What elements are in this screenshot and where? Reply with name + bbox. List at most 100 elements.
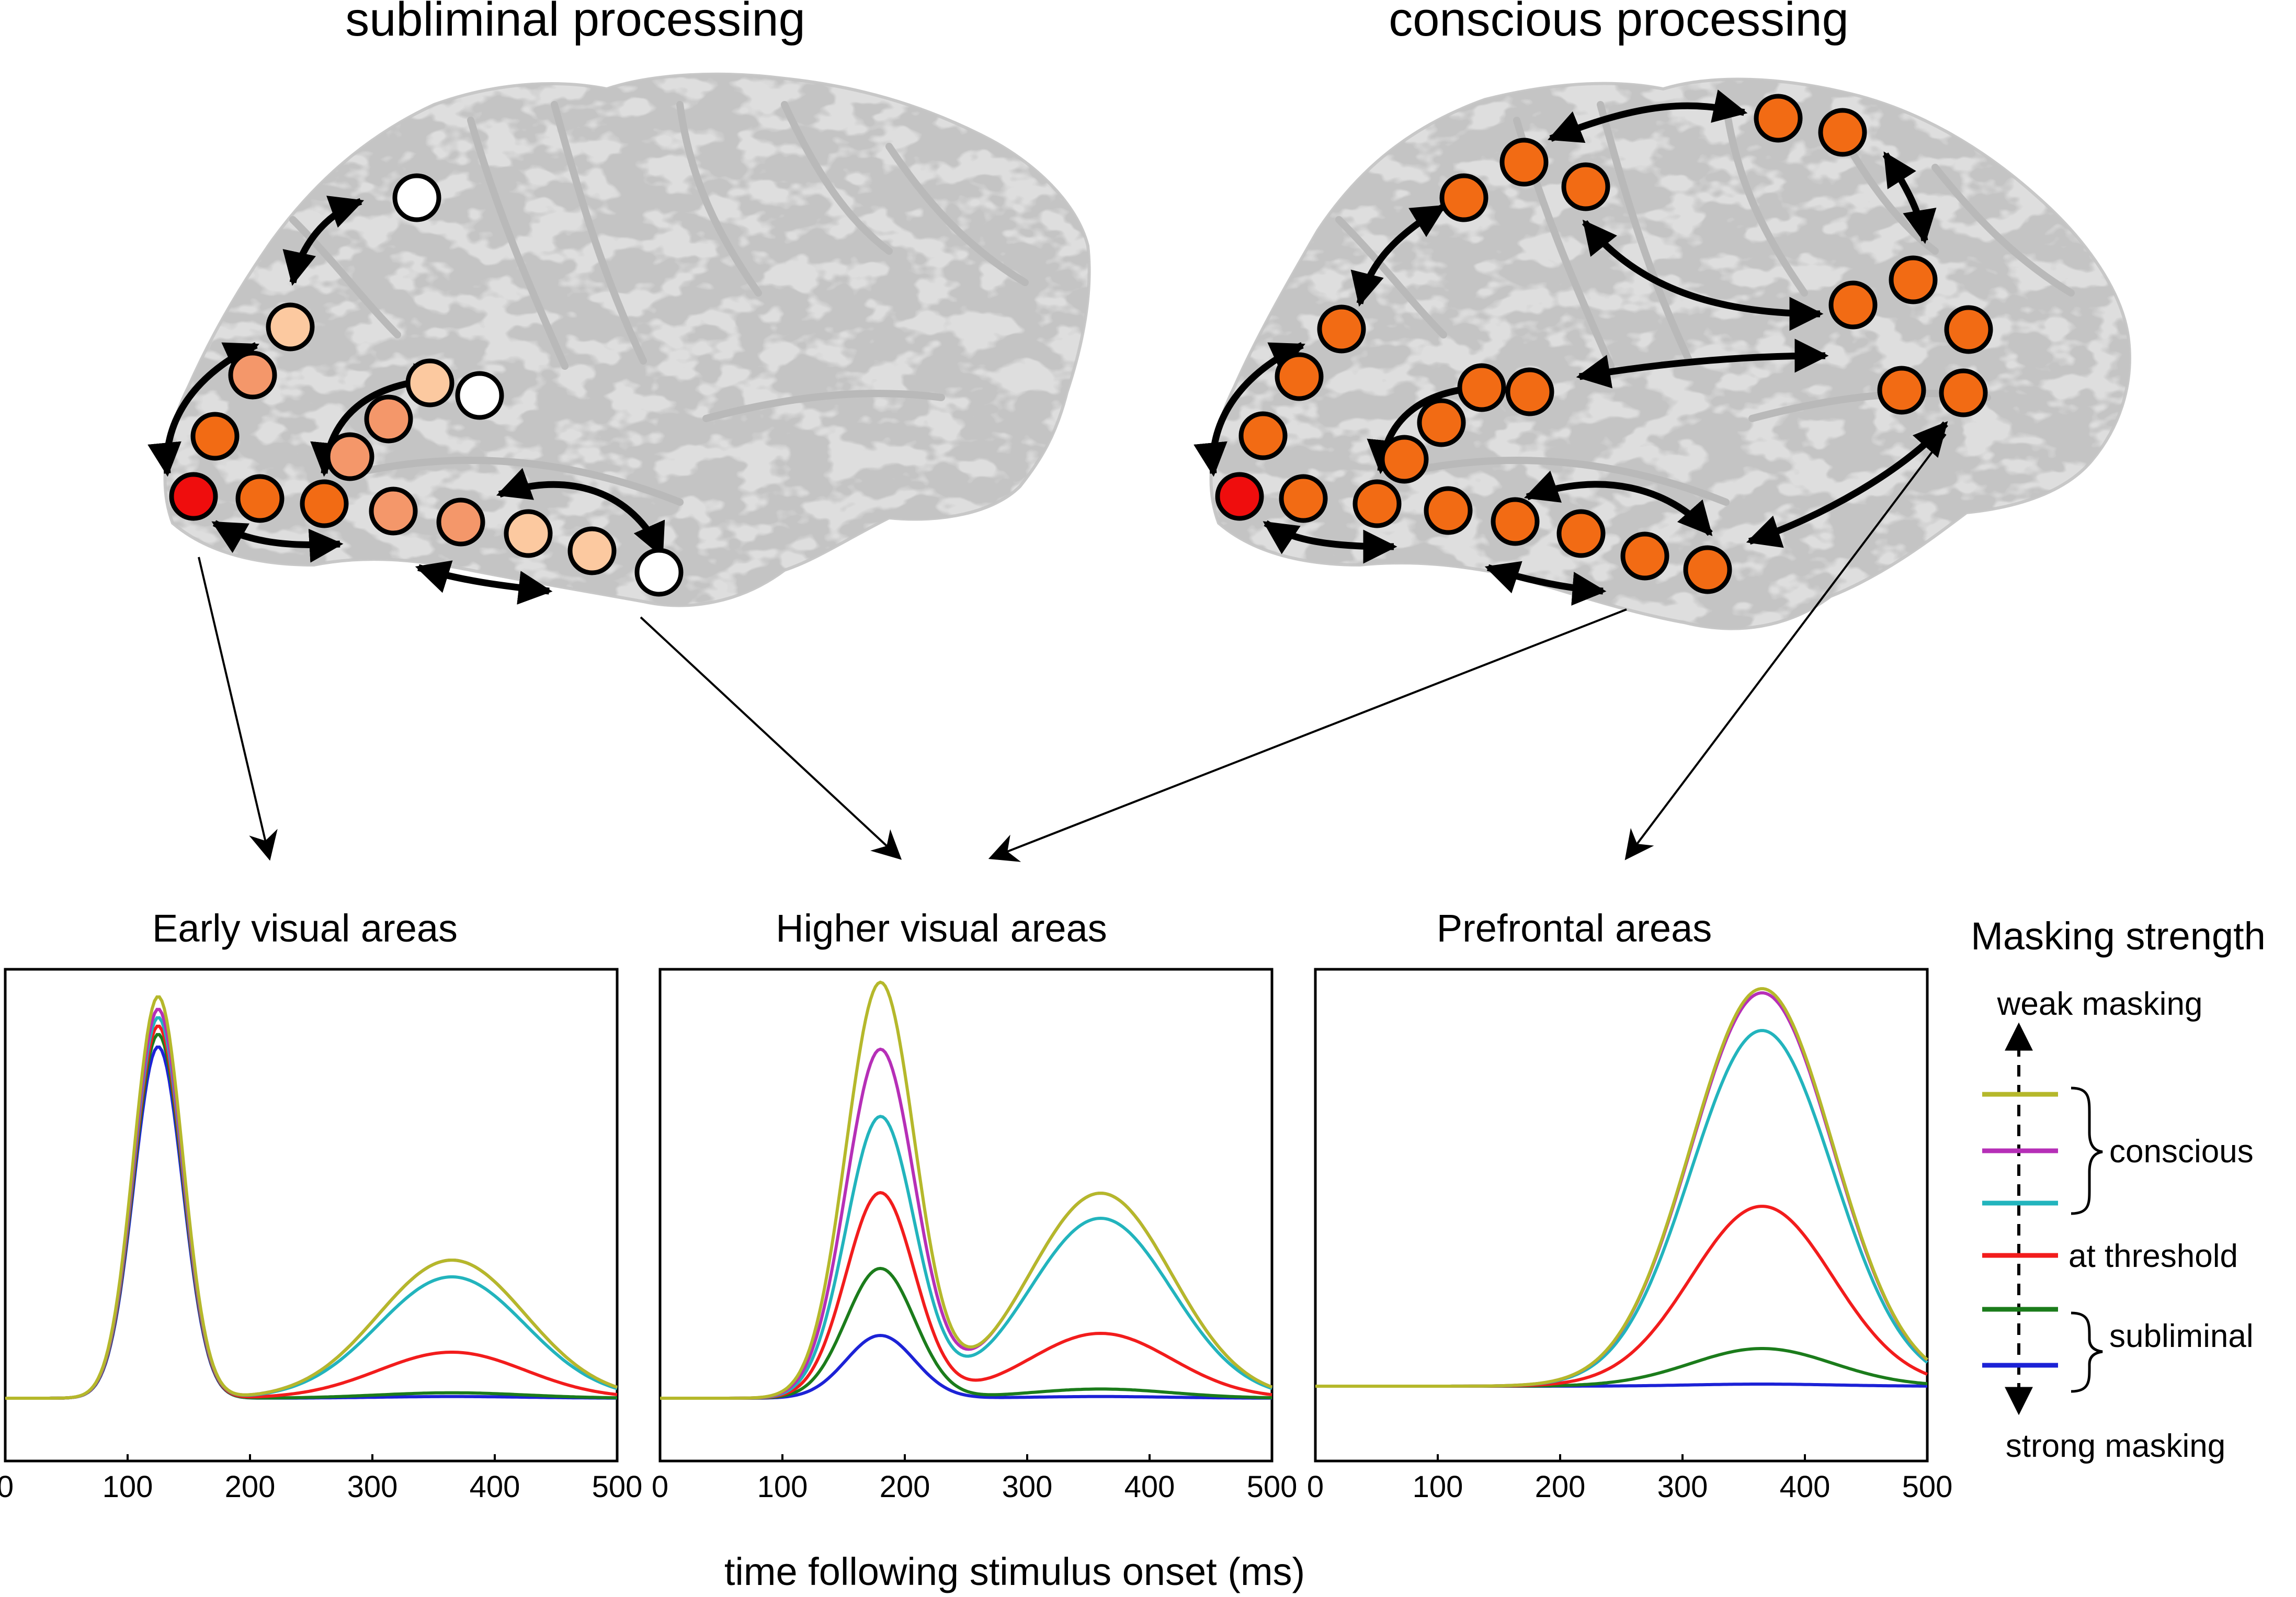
legend-strong: strong masking: [2006, 1428, 2225, 1464]
node: [1620, 531, 1669, 581]
pointer-early: [198, 557, 278, 861]
node: [190, 412, 240, 461]
series-line-subliminal-1: [1315, 1347, 1928, 1388]
x-tick-label: 200: [225, 1470, 276, 1504]
plot-area: [660, 980, 1273, 1400]
arrow-right-6: [1576, 338, 1829, 389]
title-conscious: conscious processing: [1389, 0, 1849, 46]
node: [235, 474, 285, 523]
node: [364, 394, 413, 444]
node: [1944, 305, 1993, 354]
connections-conscious: [1194, 89, 1948, 606]
node: [1818, 108, 1867, 157]
panel-title-higher: Higher visual areas: [776, 907, 1107, 950]
x-tick-label: 100: [103, 1470, 153, 1504]
node: [1380, 435, 1429, 484]
node: [567, 526, 617, 575]
arrow-right-11: [1484, 561, 1607, 606]
node: [1556, 509, 1606, 558]
panel-title-early: Early visual areas: [152, 907, 458, 950]
x-tick-label: 0: [652, 1470, 668, 1504]
arrow-left-1: [282, 196, 365, 286]
nodes-subliminal: [169, 173, 684, 597]
node: [455, 371, 504, 420]
series-line-conscious-3: [660, 1115, 1272, 1400]
x-tick-label: 400: [1780, 1470, 1831, 1504]
series-line-conscious-3: [5, 1016, 618, 1400]
x-tick-label: 0: [1307, 1470, 1324, 1504]
arrow-right-2: [1882, 151, 1937, 244]
x-tick-label: 100: [1413, 1470, 1463, 1504]
series-line-conscious-2: [5, 1007, 618, 1400]
node: [1877, 366, 1926, 415]
node: [228, 350, 277, 400]
arrow-right-9: [1524, 470, 1713, 536]
series-line-conscious-1: [5, 995, 618, 1400]
pointer-prefrontal: [1624, 433, 1947, 860]
x-tick-label: 200: [880, 1470, 930, 1504]
node: [1238, 411, 1288, 460]
node: [1828, 280, 1878, 330]
x-ticks: 0 100 200 300 400 500: [0, 1454, 642, 1504]
pointers: [198, 433, 1947, 862]
x-tick-label: 500: [1902, 1470, 1953, 1504]
x-ticks: 0 100 200 300 400 500: [652, 1454, 1298, 1504]
x-tick-label: 300: [347, 1470, 398, 1504]
series-line-subliminal-1: [5, 1033, 618, 1400]
arrow-right-5: [1582, 219, 1824, 331]
node: [634, 548, 684, 597]
series-line-subliminal-2: [5, 1045, 617, 1400]
nodes-conscious: [1215, 94, 1993, 594]
legend-weak: weak masking: [1997, 986, 2203, 1022]
x-tick-label: 300: [1657, 1470, 1708, 1504]
node: [1417, 398, 1466, 447]
x-tick-label: 200: [1535, 1470, 1586, 1504]
brace-conscious: [2071, 1086, 2103, 1215]
arrow-left-5: [415, 560, 553, 605]
x-ticks: 0 100 200 300 400 500: [1307, 1454, 1953, 1504]
node: [300, 479, 349, 528]
node: [1215, 472, 1264, 521]
panel-frame: [4, 968, 619, 1463]
series-line-at-threshold: [1315, 1205, 1928, 1388]
legend-subliminal: subliminal: [2109, 1318, 2254, 1354]
node: [436, 497, 485, 547]
node: [1424, 486, 1473, 535]
panel-early-visual: Early visual areas 0 100 200 300 400 500: [0, 907, 642, 1504]
node: [1499, 138, 1549, 187]
node: [1505, 367, 1554, 416]
brace-subliminal: [2071, 1311, 2103, 1393]
node: [1491, 497, 1540, 546]
pointer-higher-left: [640, 616, 902, 860]
node: [504, 509, 553, 558]
series-line-conscious-1: [660, 980, 1273, 1400]
legend-swatches: [1982, 1092, 2058, 1368]
legend: Masking strength weak masking strong mas…: [1971, 914, 2266, 1464]
x-tick-label: 400: [470, 1470, 520, 1504]
plot-area: [1315, 987, 1928, 1388]
plot-area: [5, 995, 618, 1400]
node: [169, 472, 218, 521]
panel-frame: [658, 968, 1274, 1463]
x-tick-label: 500: [592, 1470, 643, 1504]
node: [1457, 363, 1506, 412]
node: [1317, 304, 1366, 354]
arrow-right-10: [1263, 520, 1397, 564]
x-tick-label: 300: [1002, 1470, 1053, 1504]
node: [369, 486, 418, 536]
node: [1683, 545, 1732, 594]
legend-title: Masking strength: [1971, 914, 2266, 958]
node: [405, 358, 454, 407]
node: [1561, 162, 1610, 211]
panel-title-prefrontal: Prefrontal areas: [1437, 907, 1712, 950]
legend-threshold: at threshold: [2068, 1238, 2238, 1274]
node: [1939, 368, 1988, 417]
arrow-left-6: [496, 468, 665, 558]
arrow-right-3: [1350, 203, 1447, 307]
x-tick-label: 400: [1124, 1470, 1175, 1504]
x-tick-label: 500: [1247, 1470, 1298, 1504]
node: [325, 432, 374, 481]
arrow-right-1: [1547, 89, 1748, 143]
arrow-left-4: [211, 520, 344, 563]
panel-prefrontal: Prefrontal areas 0 100 200 300 400 500: [1307, 907, 1953, 1504]
